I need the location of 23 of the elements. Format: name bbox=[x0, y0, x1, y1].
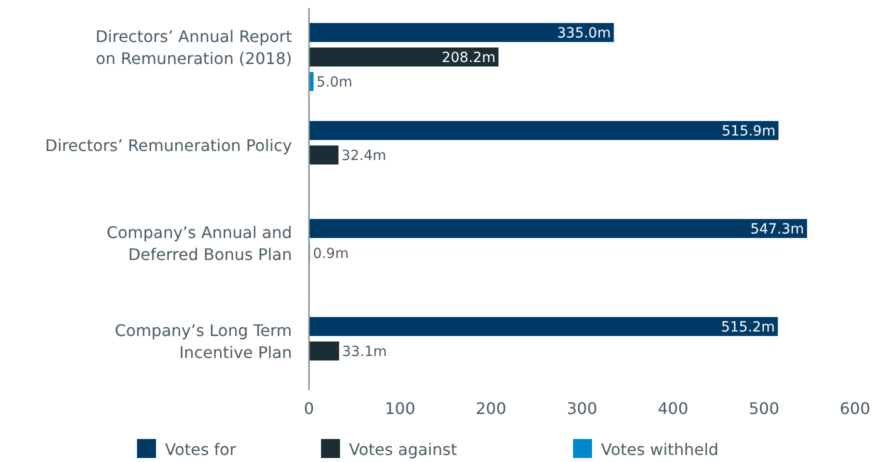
data-label: 335.0m bbox=[557, 26, 611, 42]
data-label: 0.9m bbox=[312, 246, 349, 262]
data-label: 33.1m bbox=[342, 344, 387, 360]
x-tick-label: 0 bbox=[304, 399, 314, 418]
y-tick-label: Company’s Long Term Incentive Plan bbox=[114, 321, 292, 362]
x-tick-label: 200 bbox=[476, 399, 506, 418]
x-tick-label: 100 bbox=[384, 399, 416, 418]
data-label: 515.9m bbox=[722, 124, 776, 140]
data-label: 547.3m bbox=[750, 222, 804, 238]
x-tick-label: 600 bbox=[840, 399, 870, 418]
data-label: 208.2m bbox=[442, 50, 496, 66]
legend-label: Votes withheld bbox=[601, 440, 719, 459]
x-tick-label: 400 bbox=[658, 399, 688, 418]
legend-label: Votes for bbox=[165, 440, 236, 459]
data-label: 515.2m bbox=[721, 320, 775, 336]
y-tick-label: Directors’ Annual Report on Remuneration (2018) bbox=[95, 27, 292, 68]
data-label: 5.0m bbox=[316, 74, 352, 90]
data-label: 32.4m bbox=[341, 148, 386, 164]
legend-label: Votes against bbox=[349, 440, 457, 459]
x-tick-label: 300 bbox=[566, 399, 598, 418]
x-tick-label: 500 bbox=[748, 399, 780, 418]
y-tick-label: Company’s Annual and Deferred Bonus Plan bbox=[106, 223, 292, 264]
y-tick-label: Directors’ Remuneration Policy bbox=[45, 136, 292, 155]
